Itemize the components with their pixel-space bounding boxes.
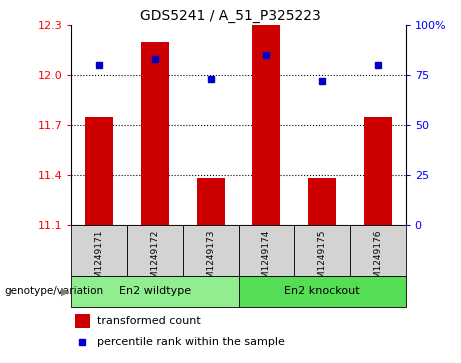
Text: En2 wildtype: En2 wildtype — [119, 286, 191, 296]
Text: GSM1249172: GSM1249172 — [150, 229, 160, 290]
Bar — [253, 25, 280, 225]
Bar — [350, 225, 406, 276]
Bar — [238, 225, 294, 276]
Bar — [127, 225, 183, 276]
Bar — [71, 276, 239, 307]
Text: genotype/variation: genotype/variation — [5, 286, 104, 296]
Bar — [141, 42, 169, 225]
Bar — [364, 117, 392, 225]
Text: GDS5241 / A_51_P325223: GDS5241 / A_51_P325223 — [140, 9, 321, 23]
Text: GSM1249176: GSM1249176 — [373, 229, 382, 290]
Bar — [85, 117, 113, 225]
Text: percentile rank within the sample: percentile rank within the sample — [96, 337, 284, 347]
Bar — [183, 225, 238, 276]
Bar — [197, 179, 225, 225]
Bar — [308, 179, 336, 225]
Bar — [294, 225, 350, 276]
Text: GSM1249174: GSM1249174 — [262, 229, 271, 290]
Bar — [71, 225, 127, 276]
Bar — [75, 314, 90, 329]
Bar — [238, 276, 406, 307]
Text: GSM1249173: GSM1249173 — [206, 229, 215, 290]
Text: GSM1249175: GSM1249175 — [318, 229, 327, 290]
Text: ▶: ▶ — [61, 286, 69, 296]
Text: En2 knockout: En2 knockout — [284, 286, 360, 296]
Text: GSM1249171: GSM1249171 — [95, 229, 104, 290]
Text: transformed count: transformed count — [96, 316, 200, 326]
